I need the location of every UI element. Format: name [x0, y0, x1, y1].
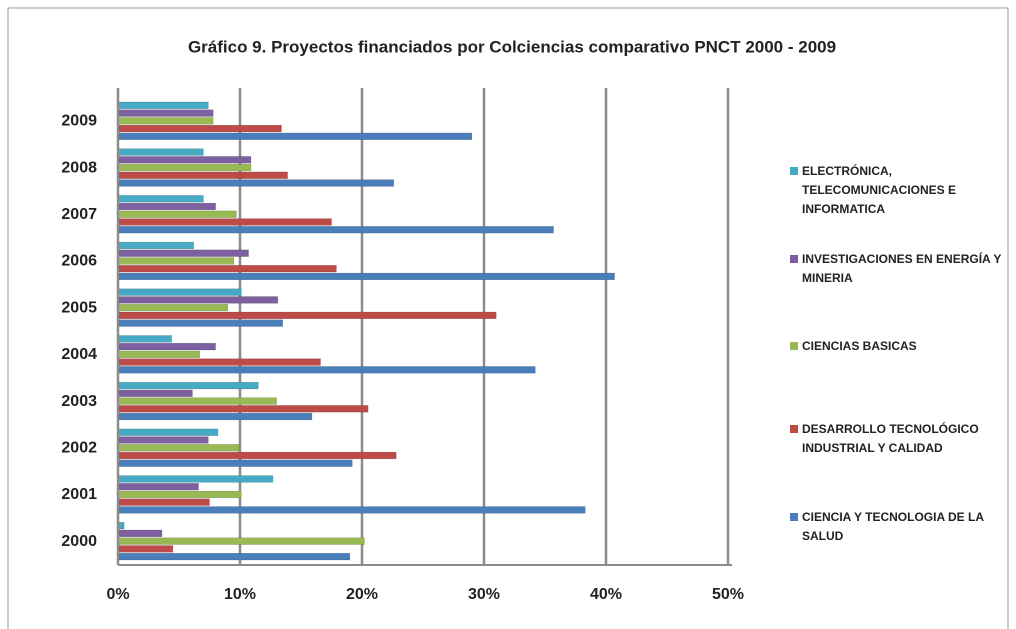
bar — [117, 451, 397, 460]
legend-item: DESARROLLO TECNOLÓGICO INDUSTRIAL Y CALI… — [790, 420, 1010, 458]
bar — [117, 109, 214, 117]
bar — [117, 412, 313, 421]
bar — [117, 545, 174, 553]
bar — [117, 304, 229, 312]
legend-item: CIENCIA Y TECNOLOGIA DE LA SALUD — [790, 508, 1010, 546]
bar — [117, 475, 274, 483]
legend-swatch — [790, 425, 798, 433]
bar — [117, 210, 237, 218]
legend-item: INVESTIGACIONES EN ENERGÍA Y MINERIA — [790, 250, 1010, 288]
y-tick-label: 2004 — [61, 346, 97, 363]
bar — [117, 428, 219, 436]
bar — [117, 483, 199, 491]
legend-swatch — [790, 255, 798, 263]
y-tick-label: 2001 — [61, 486, 97, 503]
bar — [117, 389, 193, 397]
bar — [117, 257, 235, 265]
bar — [117, 397, 277, 405]
x-tick-label: 0% — [106, 586, 129, 603]
bar — [117, 350, 200, 358]
frame — [7, 7, 1009, 629]
legend-item: ELECTRÓNICA, TELECOMUNICACIONES E INFORM… — [790, 162, 1010, 219]
bar — [117, 163, 252, 172]
bar — [117, 148, 204, 156]
bar — [117, 117, 214, 125]
bar — [117, 506, 586, 514]
bar — [117, 490, 242, 499]
bar — [117, 202, 216, 211]
y-tick-label: 2005 — [61, 299, 97, 316]
bar — [117, 405, 369, 413]
bar — [117, 335, 172, 343]
legend-label: ELECTRÓNICA, TELECOMUNICACIONES E INFORM… — [802, 164, 957, 216]
bar — [117, 124, 282, 133]
y-tick-label: 2000 — [61, 533, 97, 550]
x-tick-label: 20% — [346, 586, 378, 603]
bar — [117, 436, 209, 444]
bar — [117, 444, 240, 452]
bar — [117, 537, 365, 545]
x-tick-label: 10% — [224, 586, 256, 603]
x-tick-label: 50% — [712, 586, 744, 603]
y-tick-label: 2006 — [61, 253, 97, 270]
bar — [117, 342, 216, 351]
bar — [117, 249, 249, 257]
bar — [117, 459, 353, 467]
bar — [117, 311, 497, 320]
bar — [117, 218, 332, 226]
legend-swatch — [790, 167, 798, 175]
y-tick-label: 2002 — [61, 439, 97, 456]
legend-label: CIENCIA Y TECNOLOGIA DE LA SALUD — [802, 510, 984, 543]
legend-item: CIENCIAS BASICAS — [790, 337, 1010, 356]
bar — [117, 553, 351, 561]
bar — [117, 265, 337, 273]
x-tick-label: 40% — [590, 586, 622, 603]
legend-swatch — [790, 513, 798, 521]
legend-swatch — [790, 342, 798, 350]
bar — [117, 132, 473, 140]
bar — [117, 498, 210, 506]
y-tick-label: 2008 — [61, 159, 97, 176]
bar — [117, 195, 204, 203]
legend-label: CIENCIAS BASICAS — [802, 339, 917, 353]
y-tick-label: 2009 — [61, 113, 97, 130]
y-tick-label: 2003 — [61, 393, 97, 410]
bar — [117, 529, 163, 538]
x-tick-label: 30% — [468, 586, 500, 603]
bar — [117, 226, 554, 234]
legend-label: DESARROLLO TECNOLÓGICO INDUSTRIAL Y CALI… — [802, 422, 979, 455]
bar — [117, 156, 252, 164]
bar — [117, 101, 209, 109]
bar — [117, 381, 259, 390]
bar — [117, 241, 194, 250]
bar — [117, 288, 242, 296]
bar — [117, 171, 288, 179]
bar — [117, 366, 536, 374]
bar — [117, 179, 394, 187]
legend-label: INVESTIGACIONES EN ENERGÍA Y MINERIA — [802, 252, 1002, 285]
bar — [117, 296, 279, 304]
y-tick-label: 2007 — [61, 206, 97, 223]
bar — [117, 272, 615, 281]
chart-title: Gráfico 9. Proyectos financiados por Col… — [188, 37, 836, 56]
bar — [117, 319, 283, 327]
bar — [117, 358, 321, 366]
